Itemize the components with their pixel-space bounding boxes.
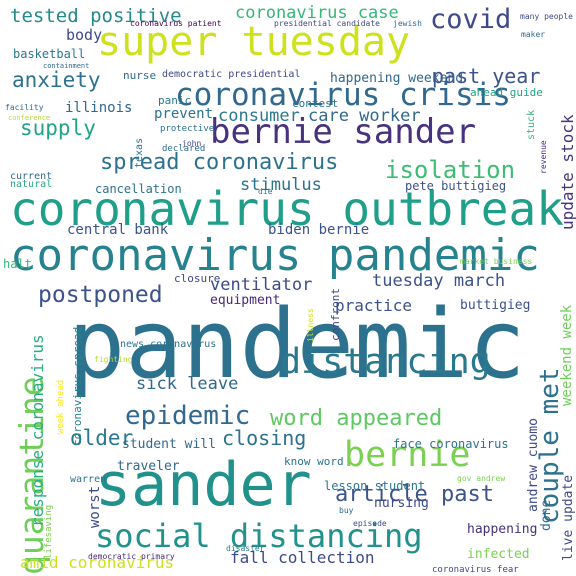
cloud-word: contest	[292, 97, 339, 110]
cloud-word: pete buttigieg	[405, 179, 507, 193]
cloud-word: coronavirus pandemic	[10, 230, 540, 281]
cloud-word: covid	[430, 4, 512, 35]
cloud-word: week ahead	[56, 379, 66, 434]
cloud-word: biden bernie	[268, 222, 370, 238]
cloud-word: coronavirus crisis	[175, 77, 511, 113]
cloud-word: social distancing	[95, 517, 423, 555]
cloud-word: done	[539, 499, 554, 532]
cloud-word: episode	[353, 519, 387, 528]
cloud-word: buttigieg	[460, 298, 531, 313]
cloud-word: coronavirus spread	[71, 326, 84, 446]
cloud-word: jewish	[393, 19, 422, 28]
cloud-word: nurse	[123, 69, 157, 82]
cloud-word: democratic primary	[88, 552, 175, 561]
cloud-word: closure	[174, 272, 221, 285]
cloud-word: central bank	[67, 222, 169, 238]
cloud-word: super tuesday	[97, 19, 411, 65]
cloud-word: past year	[432, 64, 541, 88]
cloud-word: anxiety	[12, 68, 101, 92]
cloud-word: illness	[306, 307, 315, 342]
cloud-word: student will	[122, 437, 216, 452]
cloud-word: john	[182, 139, 202, 148]
cloud-word: die	[258, 187, 273, 196]
cloud-word: spread coronavirus	[100, 150, 339, 175]
cloud-word: supply	[20, 116, 96, 140]
cloud-word: news coronavirus	[120, 339, 217, 350]
cloud-word: protective	[160, 124, 215, 134]
cloud-word: tested positive	[10, 5, 182, 27]
cloud-word: body	[66, 26, 103, 44]
cloud-word: disaster	[226, 544, 265, 553]
cloud-word: article past	[335, 482, 494, 507]
cloud-word: conference	[8, 114, 51, 122]
cloud-word: coronavirus case	[235, 3, 399, 23]
cloud-word: amid coronavirus	[20, 553, 175, 572]
cloud-word: andrew cuomo	[526, 417, 541, 512]
cloud-word: fighting	[94, 355, 133, 364]
cloud-word: current	[10, 171, 53, 182]
cloud-word: care worker	[308, 106, 421, 126]
cloud-word: live update	[561, 474, 576, 561]
cloud-word: ahead guide	[470, 86, 543, 99]
cloud-word: gov andrew	[457, 474, 506, 483]
cloud-word: tuesday march	[372, 271, 506, 291]
cloud-word: sick leave	[136, 374, 239, 394]
cloud-word: presidential candidate	[274, 19, 380, 28]
cloud-word: warren	[70, 474, 107, 485]
cloud-word: update stock	[558, 114, 576, 231]
cloud-word: closing	[222, 426, 307, 450]
cloud-word: stuck	[526, 109, 537, 140]
cloud-word: natural	[10, 179, 53, 190]
cloud-word: texas	[134, 137, 145, 168]
cloud-word: coronavirus fear	[432, 565, 519, 575]
cloud-word: pandemic	[68, 290, 526, 400]
cloud-word: infected	[467, 547, 530, 562]
cloud-word: lifesaving	[44, 504, 54, 559]
cloud-word: postponed	[38, 282, 163, 308]
cloud-word: bernie sander	[210, 112, 477, 152]
cloud-word: face coronavirus	[393, 437, 509, 451]
cloud-word: coronavirus patient	[130, 19, 222, 28]
cloud-word: practice	[335, 296, 413, 315]
cloud-word: panic	[158, 94, 192, 107]
cloud-word: stimulus	[240, 175, 322, 195]
cloud-word: revenue	[539, 139, 548, 174]
cloud-word: maker	[521, 30, 546, 39]
cloud-word: fall collection	[230, 548, 375, 567]
cloud-word: isolation	[385, 156, 516, 184]
cloud-word: halt	[3, 257, 32, 271]
cloud-word: cancellation	[95, 182, 182, 196]
cloud-word: nursing	[374, 496, 429, 511]
cloud-word: facility	[5, 103, 44, 112]
cloud-word: word appeared	[270, 406, 443, 431]
cloud-word: distancing	[280, 342, 491, 382]
cloud-word: prevent	[154, 106, 214, 122]
cloud-word: democratic presidential	[162, 69, 301, 80]
cloud-word: happening weekend	[330, 71, 464, 86]
cloud-word: response coronavirus	[28, 334, 47, 527]
cloud-word: epidemic	[125, 401, 251, 431]
cloud-word: know word	[284, 455, 344, 468]
cloud-word: sander	[95, 450, 312, 520]
cloud-word: many people	[520, 12, 573, 21]
cloud-word: worst	[87, 485, 103, 528]
cloud-word: consumer	[218, 106, 300, 126]
cloud-word: coronavirus outbreak	[10, 182, 564, 236]
cloud-word: declared	[162, 144, 206, 154]
cloud-word: containment	[43, 62, 90, 70]
cloud-word: confront	[329, 287, 342, 341]
cloud-word: bernie	[344, 435, 471, 475]
cloud-word: ventilator	[210, 275, 313, 295]
cloud-word: older	[70, 426, 134, 450]
cloud-word: buy	[339, 506, 354, 515]
cloud-word: traveler	[117, 459, 180, 474]
cloud-word: happening	[467, 522, 538, 537]
cloud-word: equipment	[210, 293, 281, 308]
cloud-word: lesson student	[324, 479, 426, 493]
cloud-word: illinois	[65, 100, 133, 116]
cloud-word: weekend week	[559, 304, 575, 406]
cloud-word: market business	[460, 257, 533, 266]
cloud-word: basketball	[13, 47, 86, 61]
